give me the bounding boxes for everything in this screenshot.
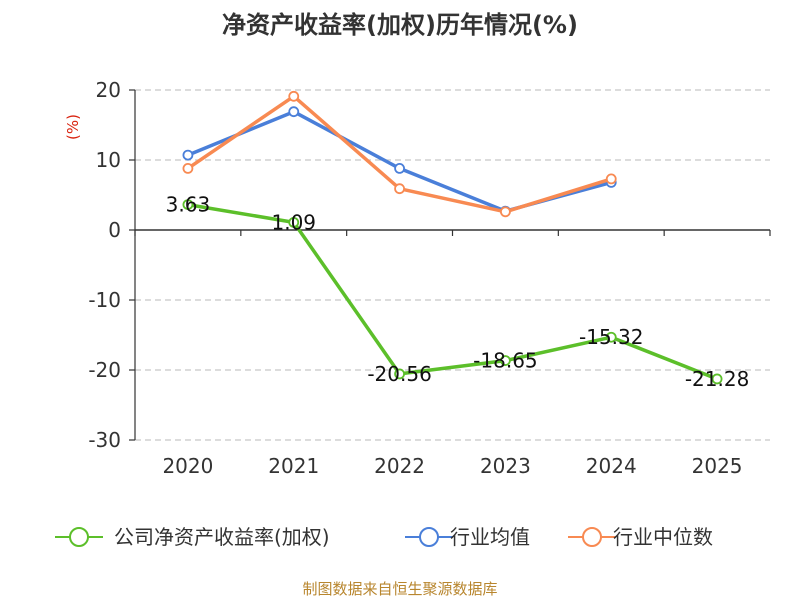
legend: 公司净资产收益率(加权) 行业均值 行业中位数 bbox=[55, 525, 713, 549]
series-2-point bbox=[605, 173, 617, 185]
series-2-point bbox=[500, 206, 511, 218]
y-axis-unit-label: (%) bbox=[64, 114, 82, 140]
series-layer bbox=[182, 90, 723, 385]
series-0-point bbox=[711, 373, 723, 385]
x-tick-label: 2020 bbox=[162, 454, 213, 478]
x-tick-label: 2022 bbox=[374, 454, 425, 478]
chart-title: 净资产收益率(加权)历年情况(%) bbox=[222, 11, 578, 39]
x-tick-label: 2024 bbox=[586, 454, 637, 478]
data-label: -21.28 bbox=[685, 367, 749, 391]
series-2-point bbox=[288, 90, 300, 102]
y-tick-label: 0 bbox=[108, 218, 121, 242]
legend-swatch-marker bbox=[582, 527, 602, 547]
series-0-point bbox=[394, 368, 405, 380]
y-tick-label: 10 bbox=[96, 148, 121, 172]
data-label: -18.65 bbox=[473, 349, 537, 373]
y-tick-label: -30 bbox=[88, 428, 121, 452]
data-label: 1.09 bbox=[271, 210, 316, 234]
x-tick-label: 2025 bbox=[692, 454, 743, 478]
series-1-point bbox=[394, 162, 405, 174]
legend-swatch-marker bbox=[419, 527, 439, 547]
data-label-layer: 3.63 1.09 -20.56 -18.65 -15.32 -21.28 bbox=[166, 193, 750, 391]
y-tick-label: -20 bbox=[88, 358, 121, 382]
x-tick-label: 2021 bbox=[268, 454, 319, 478]
data-label: 3.63 bbox=[166, 193, 211, 217]
y-tick-label: -10 bbox=[88, 288, 121, 312]
series-2-point bbox=[182, 162, 194, 174]
grid-layer bbox=[135, 89, 770, 441]
series-0-point bbox=[500, 355, 511, 366]
series-line-0 bbox=[186, 202, 719, 381]
x-tick-label: 2023 bbox=[480, 454, 531, 478]
series-0-point bbox=[605, 331, 617, 343]
series-line-2 bbox=[186, 94, 614, 214]
series-0-point bbox=[182, 199, 194, 210]
series-1-point bbox=[288, 106, 300, 118]
series-1-point bbox=[182, 149, 194, 161]
legend-swatch-marker bbox=[69, 527, 89, 547]
legend-label: 公司净资产收益率(加权) bbox=[114, 525, 330, 549]
axis-layer: 20 10 0 -10 -20 -30 2020 2021 2022 2023 2024 2025 bbox=[88, 78, 771, 478]
series-2-point bbox=[394, 183, 405, 195]
data-source-note: 制图数据来自恒生聚源数据库 bbox=[302, 580, 497, 598]
legend-label: 行业中位数 bbox=[613, 525, 713, 549]
data-label: -20.56 bbox=[367, 362, 431, 386]
legend-label: 行业均值 bbox=[450, 525, 530, 549]
data-label: -15.32 bbox=[579, 325, 643, 349]
y-tick-label: 20 bbox=[96, 78, 121, 102]
series-0-point bbox=[288, 216, 300, 228]
